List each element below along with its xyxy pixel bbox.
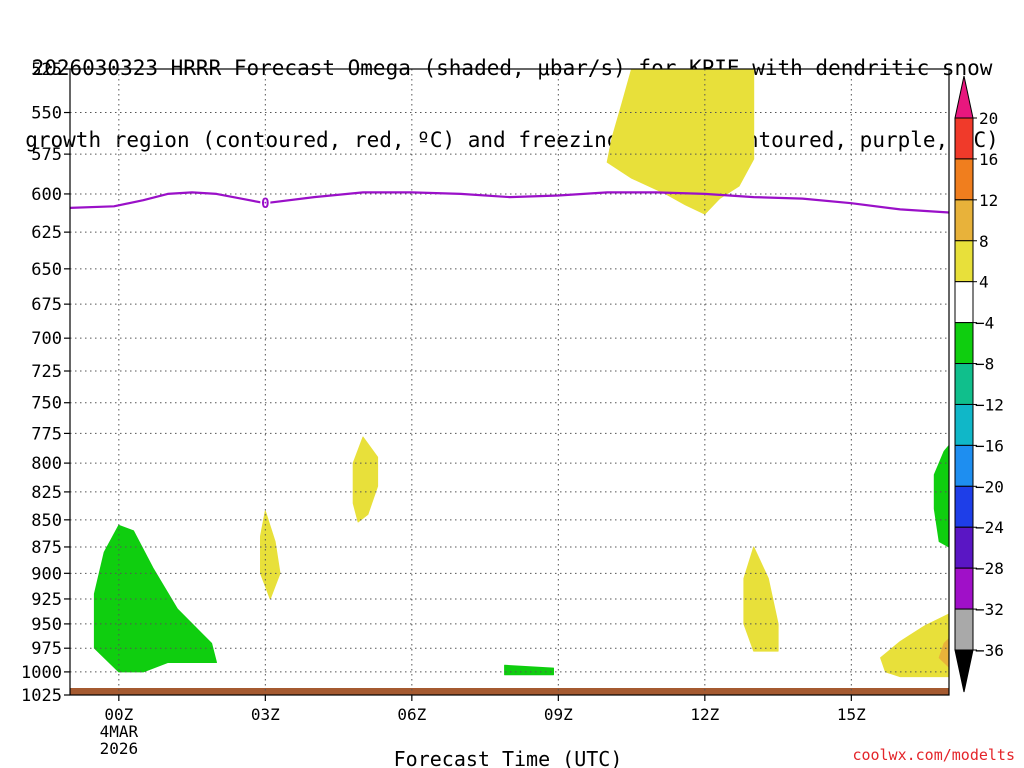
colorbar-label: 20 xyxy=(979,109,998,128)
y-tick-label: 675 xyxy=(31,295,62,315)
y-tick-label: 700 xyxy=(31,329,62,349)
colorbar-label: 4 xyxy=(979,273,989,292)
y-tick-label: 925 xyxy=(31,590,62,610)
x-tick-label: 06Z xyxy=(397,705,426,724)
y-tick-label: 850 xyxy=(31,511,62,531)
omega-region-1 xyxy=(352,436,379,523)
y-tick-label: 950 xyxy=(31,615,62,635)
colorbar-box xyxy=(954,567,974,610)
colorbar-box xyxy=(954,485,974,528)
y-tick-label: 600 xyxy=(31,185,62,205)
colorbar-label: −8 xyxy=(975,355,994,374)
colorbar-label: −4 xyxy=(975,314,994,333)
surface-strip-bar xyxy=(70,688,949,695)
colorbar-box xyxy=(954,199,974,242)
colorbar-label: −24 xyxy=(975,518,1004,537)
colorbar: 20 16 12 8 4 −4 −8 −12 −16 −20 −24 −28 −32 −36 xyxy=(954,75,1004,693)
colorbar-label: −28 xyxy=(975,559,1004,578)
colorbar-box xyxy=(954,281,974,324)
y-tick-label: 750 xyxy=(31,394,62,414)
colorbar-label: −12 xyxy=(975,395,1004,414)
surface-strip xyxy=(70,688,949,695)
colorbar-box xyxy=(954,526,974,569)
x-tick-label: 00Z xyxy=(104,705,133,724)
colorbar-box xyxy=(954,158,974,201)
x-tick-label: 09Z xyxy=(544,705,573,724)
grid-lines xyxy=(70,68,949,696)
y-tick-label: 625 xyxy=(31,223,62,243)
y-tick-label: 525 xyxy=(31,60,62,80)
x-tick-label: 15Z xyxy=(837,705,866,724)
omega-shaded-regions xyxy=(93,69,949,678)
x-axis-label: Forecast Time (UTC) xyxy=(394,747,623,768)
colorbar-label: −20 xyxy=(975,477,1004,496)
freezing-level-contour: 0 xyxy=(70,191,949,214)
x-tick-label: 12Z xyxy=(690,705,719,724)
omega-region-0 xyxy=(606,69,755,215)
colorbar-box xyxy=(954,322,974,365)
y-tick-label: 900 xyxy=(31,564,62,584)
colorbar-box xyxy=(954,608,974,651)
credit-text: coolwx.com/modelts xyxy=(852,746,1015,764)
colorbar-bottom-arrow xyxy=(954,649,974,693)
freezing-level-line xyxy=(70,191,949,214)
plot-frame xyxy=(69,68,950,696)
omega-region-8 xyxy=(933,444,949,548)
colorbar-top-arrow xyxy=(954,75,974,119)
freezing-level-label-bg xyxy=(260,196,271,211)
x-tick-label: 03Z xyxy=(251,705,280,724)
colorbar-label: 12 xyxy=(979,191,998,210)
colorbar-box xyxy=(954,240,974,283)
x-tick-sublabel: 4MAR xyxy=(100,722,139,741)
omega-region-5 xyxy=(938,638,949,668)
colorbar-box xyxy=(954,444,974,487)
colorbar-label: 8 xyxy=(979,232,989,251)
y-tick-label: 825 xyxy=(31,483,62,503)
colorbar-box xyxy=(954,403,974,446)
colorbar-box xyxy=(954,363,974,405)
omega-region-2 xyxy=(260,510,281,600)
y-tick-label: 1025 xyxy=(21,686,62,706)
chart-title-line2: growth region (contoured, red, ºC) and f… xyxy=(25,128,999,152)
colorbar-label: −32 xyxy=(975,600,1004,619)
y-tick-label: 1000 xyxy=(21,663,62,683)
x-tick-sublabel: 2026 xyxy=(100,739,139,758)
freezing-level-label: 0 xyxy=(261,196,269,212)
y-tick-label: 775 xyxy=(31,424,62,444)
y-axis-ticks: 525 550 575 600 625 650 675 700 725 750 775 800 825 8… xyxy=(21,60,70,706)
y-tick-label: 725 xyxy=(31,362,62,382)
y-tick-label: 575 xyxy=(31,145,62,165)
y-tick-label: 800 xyxy=(31,454,62,474)
y-tick-label: 975 xyxy=(31,639,62,659)
colorbar-label: 16 xyxy=(979,150,998,169)
colorbar-label: −36 xyxy=(975,641,1004,660)
omega-region-7 xyxy=(504,664,554,676)
y-tick-label: 650 xyxy=(31,260,62,280)
colorbar-box xyxy=(954,117,974,160)
y-tick-label: 875 xyxy=(31,538,62,558)
omega-region-4 xyxy=(880,613,949,678)
y-tick-label: 550 xyxy=(31,104,62,124)
colorbar-label: −16 xyxy=(975,436,1004,455)
